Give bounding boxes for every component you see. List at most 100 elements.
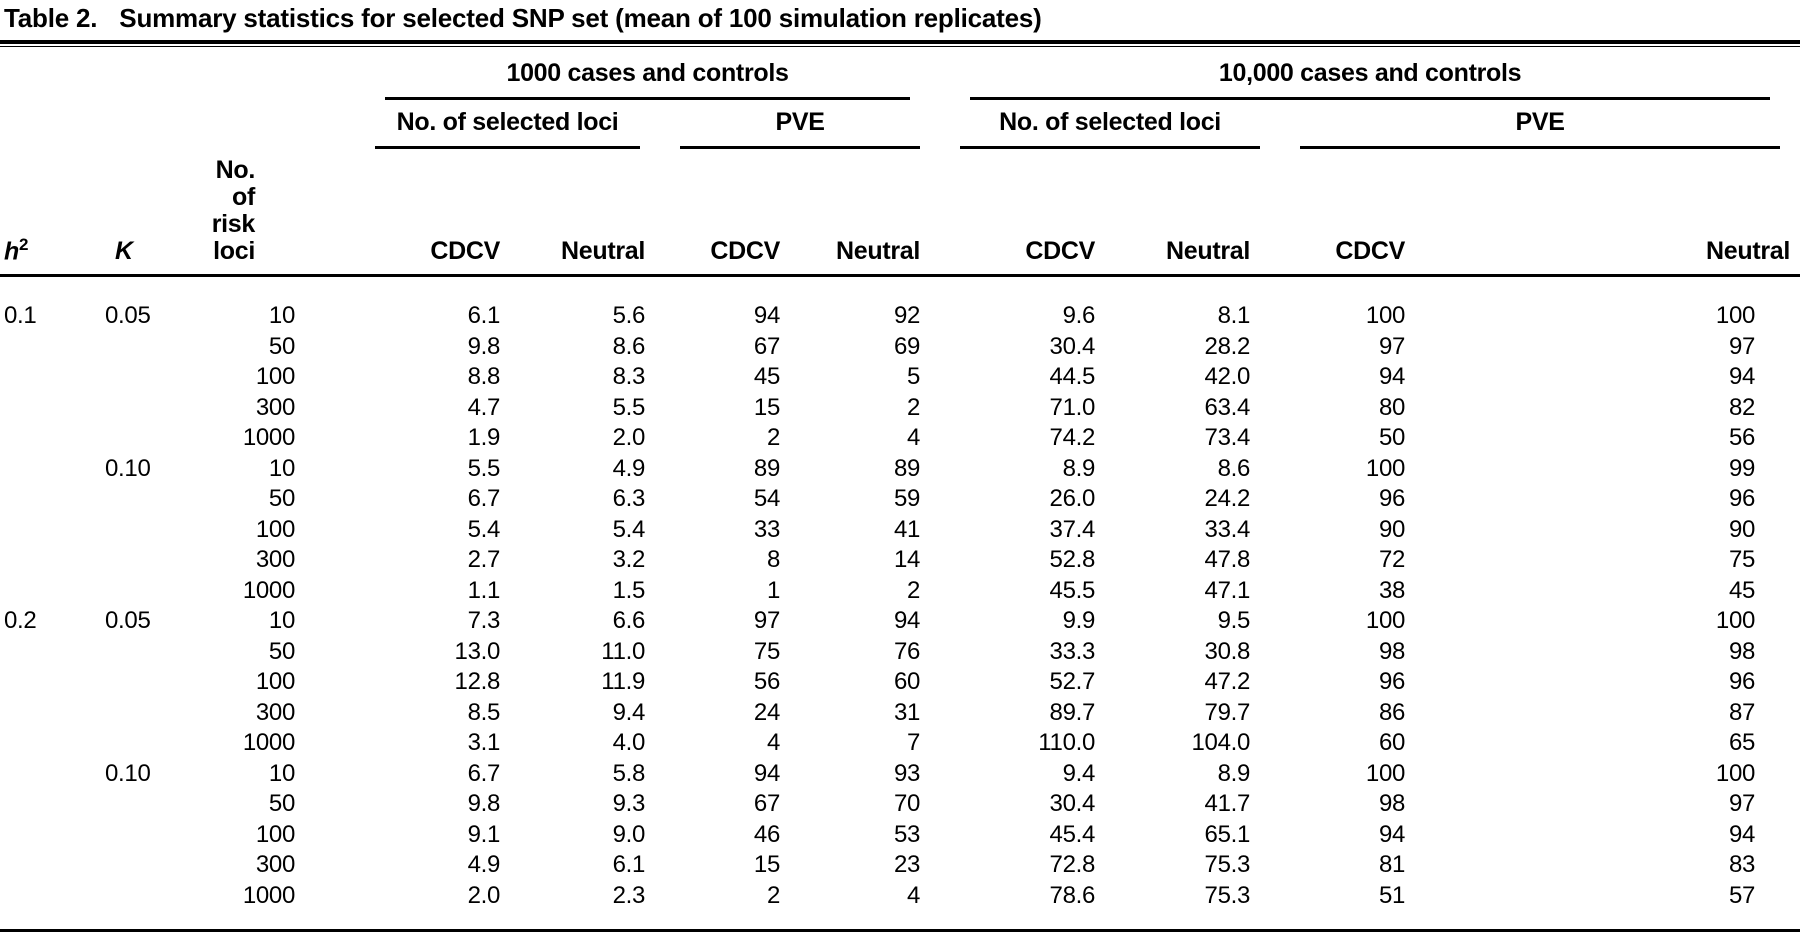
cell: 1000 — [242, 881, 296, 909]
cell: 50 — [268, 637, 296, 665]
cell — [0, 484, 90, 515]
cell: 94 — [1728, 820, 1756, 848]
cell: 100 — [255, 363, 296, 390]
cell: 46 — [753, 820, 781, 848]
cell: 6.1 — [467, 302, 501, 329]
cell: 74.2 — [1049, 424, 1096, 451]
cell: 9.8 — [467, 332, 501, 360]
cell: 9.5 — [1217, 607, 1251, 634]
cell: 4.9 — [467, 851, 501, 878]
cell: 90 — [1728, 515, 1756, 543]
cell: 300 — [255, 851, 296, 878]
cell: 300 — [255, 393, 296, 421]
cell — [0, 789, 90, 820]
cell: 12.8 — [454, 668, 501, 695]
col-header-risk-loci: No. of risk loci — [210, 149, 356, 277]
cell: 4.9 — [612, 454, 646, 482]
cell: 110.0 — [1038, 729, 1096, 756]
cell: 47.1 — [1204, 576, 1251, 604]
cell: 45.5 — [1049, 576, 1096, 604]
cell: 69 — [893, 332, 921, 360]
cell: 100 — [1365, 454, 1406, 482]
cell: 41.7 — [1204, 790, 1251, 817]
group-header-row: 1000 cases and controls 10,000 cases and… — [0, 47, 1800, 100]
cell — [90, 576, 210, 607]
cell: 98 — [1378, 790, 1406, 817]
cell: 0.10 — [105, 454, 151, 482]
cell: 8.5 — [467, 698, 501, 726]
cell: 1000 — [242, 424, 296, 451]
table-row: 1000 1.1 1.5 1 2 45.5 47.1 38 45 — [0, 576, 1800, 607]
summary-statistics-table: 1000 cases and controls 10,000 cases and… — [0, 47, 1800, 927]
table-row: 0.10 10 6.7 5.8 94 93 9.4 8.9 100 100 — [0, 759, 1800, 790]
col-header-neutral-1: Neutral — [520, 149, 661, 277]
cell: 75 — [753, 637, 781, 665]
cell: 82 — [1728, 393, 1756, 421]
table-caption: Summary statistics for selected SNP set … — [119, 3, 1042, 33]
cell — [90, 637, 210, 668]
subgroup-selected-loci-10000-label: No. of selected loci — [960, 106, 1261, 149]
cell: 9.4 — [612, 698, 646, 726]
cell: 0.05 — [105, 607, 151, 634]
cell: 8.8 — [467, 363, 501, 390]
cell: 11.9 — [601, 668, 646, 695]
cell: 7.3 — [467, 607, 501, 634]
table-row: 300 4.7 5.5 15 2 71.0 63.4 80 82 — [0, 393, 1800, 424]
cell: 47.2 — [1204, 668, 1251, 695]
cell: 2 — [766, 881, 781, 909]
group-10000-cases-label: 10,000 cases and controls — [970, 57, 1771, 100]
cell: 50 — [268, 485, 296, 512]
cell: 4.0 — [612, 729, 646, 756]
cell — [90, 728, 210, 759]
cell: 33 — [753, 515, 781, 543]
cell: 76 — [893, 637, 921, 665]
cell: 31 — [893, 698, 921, 726]
table-title: Table 2. Summary statistics for selected … — [0, 0, 1800, 40]
cell: 10 — [268, 759, 296, 787]
cell — [0, 881, 90, 928]
cell: 300 — [255, 546, 296, 573]
cell: 4 — [906, 424, 921, 451]
cell: 2.7 — [467, 546, 501, 573]
cell — [90, 393, 210, 424]
cell: 300 — [255, 698, 296, 726]
cell: 33.4 — [1204, 515, 1251, 543]
cell: 2.3 — [612, 881, 646, 909]
cell: 51 — [1378, 881, 1406, 909]
cell: 79.7 — [1204, 698, 1251, 726]
cell: 5 — [906, 363, 921, 390]
col-header-neutral-3: Neutral — [1120, 149, 1281, 277]
cell: 0.05 — [105, 302, 151, 329]
cell: 45.4 — [1049, 820, 1096, 848]
cell: 59 — [893, 485, 921, 512]
cell: 89 — [753, 454, 781, 482]
cell: 5.6 — [612, 302, 646, 329]
cell: 8.9 — [1062, 454, 1096, 482]
cell: 92 — [893, 302, 921, 329]
cell: 13.0 — [454, 637, 501, 665]
cell: 9.9 — [1062, 607, 1096, 634]
cell: 5.5 — [612, 393, 646, 421]
cell: 65 — [1728, 729, 1756, 756]
cell: 42.0 — [1204, 363, 1251, 390]
table-header: 1000 cases and controls 10,000 cases and… — [0, 47, 1800, 277]
column-header-row: h2 K No. of risk loci CDCV Neutral CDCV … — [0, 149, 1800, 277]
cell: 87 — [1728, 698, 1756, 726]
cell: 98 — [1728, 637, 1756, 665]
cell: 57 — [1728, 881, 1756, 909]
cell: 100 — [255, 515, 296, 543]
cell: 6.7 — [467, 485, 501, 512]
cell: 86 — [1378, 698, 1406, 726]
cell: 8 — [766, 546, 781, 573]
cell: 30.4 — [1049, 790, 1096, 817]
cell: 4.7 — [467, 393, 501, 421]
cell: 9.0 — [612, 820, 646, 848]
cell: 54 — [753, 485, 781, 512]
cell: 70 — [893, 790, 921, 817]
cell: 3.1 — [467, 729, 501, 756]
table-row: 1000 2.0 2.3 2 4 78.6 75.3 51 57 — [0, 881, 1800, 928]
cell: 28.2 — [1204, 332, 1251, 360]
cell: 1.9 — [467, 424, 501, 451]
table-row: 50 6.7 6.3 54 59 26.0 24.2 96 96 — [0, 484, 1800, 515]
